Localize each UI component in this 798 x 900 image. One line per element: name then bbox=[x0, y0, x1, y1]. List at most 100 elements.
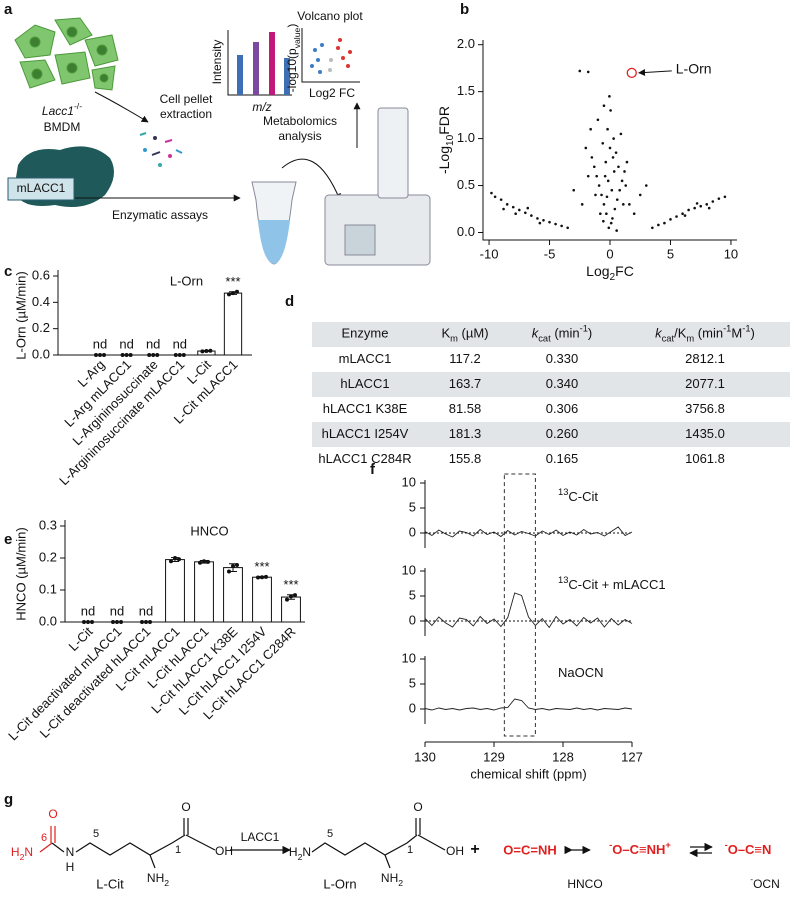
point bbox=[644, 184, 648, 187]
panel-label: b bbox=[460, 1, 469, 18]
replicate bbox=[227, 292, 231, 297]
point bbox=[548, 220, 551, 224]
text-part: cat bbox=[662, 334, 675, 344]
text-part: N bbox=[302, 845, 311, 859]
point bbox=[566, 226, 569, 230]
point bbox=[613, 207, 617, 211]
point bbox=[612, 170, 616, 173]
atom-number: 1 bbox=[407, 844, 413, 856]
replicate bbox=[155, 353, 160, 357]
point bbox=[611, 217, 614, 220]
replicate bbox=[256, 575, 260, 580]
text-part: /K bbox=[674, 326, 687, 341]
value-label: nd bbox=[173, 336, 187, 351]
replicate bbox=[102, 353, 106, 357]
y-tick-label: 1.5 bbox=[457, 83, 475, 98]
panel-label: f bbox=[370, 461, 376, 478]
text-part: 2 bbox=[398, 878, 403, 888]
text-part: (µM) bbox=[458, 326, 489, 341]
enzyme-box bbox=[7, 177, 75, 201]
point bbox=[586, 70, 590, 74]
cells bbox=[14, 17, 119, 91]
table-cell: 181.3 bbox=[449, 426, 482, 441]
point bbox=[681, 212, 684, 216]
point bbox=[615, 198, 619, 201]
compound-name: -OCN bbox=[750, 874, 780, 891]
replicate bbox=[140, 620, 144, 624]
mini-bar bbox=[253, 42, 259, 95]
text-part: 2 bbox=[610, 272, 616, 283]
text-part: -1 bbox=[742, 324, 750, 334]
point bbox=[609, 109, 612, 112]
atom: O bbox=[48, 807, 57, 821]
text-part: C-Cit bbox=[568, 489, 598, 504]
table-header: Enzyme bbox=[342, 326, 389, 341]
x-tick-label: 130 bbox=[414, 749, 436, 764]
atom-number: 5 bbox=[93, 828, 99, 840]
point bbox=[611, 156, 615, 159]
y-tick-label: 2.0 bbox=[457, 36, 475, 51]
text-part: O–C≡N bbox=[728, 842, 772, 857]
mini-volcano-dots bbox=[310, 38, 352, 74]
point bbox=[595, 174, 598, 178]
text-part: K bbox=[441, 326, 450, 341]
replicate bbox=[260, 575, 264, 580]
text-part: H bbox=[289, 845, 298, 859]
replicate bbox=[173, 353, 178, 357]
point bbox=[536, 217, 539, 220]
table-header: kcat/Km (min-1M-1) bbox=[655, 324, 755, 344]
spectrum bbox=[424, 526, 633, 538]
y-tick-label: 10 bbox=[402, 474, 416, 489]
replicate bbox=[285, 597, 289, 602]
bar bbox=[194, 561, 214, 623]
atom-number: 1 bbox=[175, 844, 181, 856]
point bbox=[695, 202, 699, 205]
text-part: ) bbox=[751, 326, 755, 341]
point bbox=[610, 188, 614, 192]
text-part: -/- bbox=[74, 101, 82, 111]
step-label: Metabolomics bbox=[263, 114, 337, 128]
point bbox=[596, 118, 600, 122]
text-part: M bbox=[731, 326, 742, 341]
point bbox=[608, 146, 612, 150]
point bbox=[723, 195, 727, 199]
text-part: - bbox=[609, 840, 612, 850]
text-part: 13 bbox=[558, 575, 568, 585]
instrument-part bbox=[344, 224, 376, 256]
table-cell: hLACC1 K38E bbox=[323, 401, 408, 416]
text-part: m/z bbox=[252, 100, 271, 114]
replicate bbox=[82, 620, 86, 624]
y-tick-label: 10 bbox=[402, 650, 416, 665]
point bbox=[612, 137, 615, 140]
text-part: OCN bbox=[753, 877, 780, 891]
point bbox=[605, 195, 609, 199]
text-part: -1 bbox=[723, 324, 731, 334]
replicate bbox=[124, 353, 129, 357]
text-part: 13 bbox=[558, 487, 568, 497]
replicate bbox=[208, 348, 213, 353]
point bbox=[632, 212, 636, 216]
x-tick-label: 5 bbox=[667, 246, 674, 261]
table-cell: 2077.1 bbox=[685, 376, 725, 391]
point bbox=[524, 211, 527, 215]
text-part: N bbox=[24, 845, 33, 859]
text-part: -Log bbox=[436, 146, 452, 174]
table-cell: hLACC1 C284R bbox=[318, 451, 411, 466]
table-cell: 163.7 bbox=[449, 376, 482, 391]
annotation-arrow bbox=[638, 68, 672, 76]
mini-axis bbox=[301, 28, 360, 83]
point bbox=[603, 174, 607, 178]
mini-bar bbox=[269, 32, 275, 95]
point bbox=[586, 174, 590, 178]
text-part: FDR bbox=[436, 106, 452, 135]
table-stripe bbox=[312, 422, 790, 447]
chart-title: L-Orn bbox=[170, 273, 203, 288]
table-header: Km (µM) bbox=[441, 326, 488, 344]
point bbox=[607, 226, 611, 230]
point bbox=[604, 160, 608, 164]
replicate bbox=[231, 564, 235, 568]
point bbox=[493, 195, 497, 199]
bar bbox=[252, 576, 272, 623]
point bbox=[625, 160, 629, 164]
point bbox=[620, 179, 624, 183]
